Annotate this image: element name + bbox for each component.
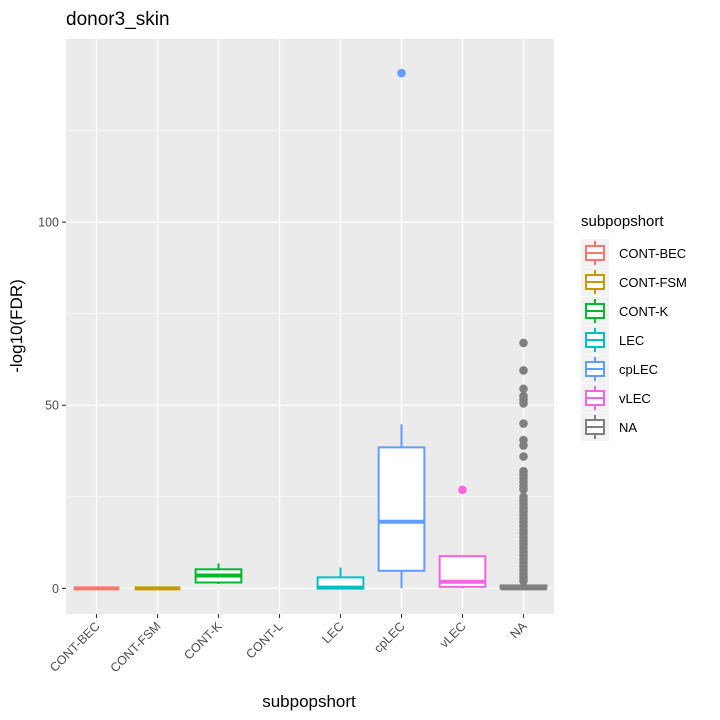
outlier-point bbox=[519, 492, 528, 502]
x-axis-title: subpopshort bbox=[262, 692, 356, 711]
x-tick-label: LEC bbox=[320, 619, 347, 646]
legend-title: subpopshort bbox=[581, 213, 664, 230]
x-axis: CONT-BEC CONT-FSM CONT-K CONT-L LEC cpLEC vLEC… bbox=[47, 614, 530, 675]
legend-item-na: NA bbox=[581, 413, 637, 441]
legend-label: NA bbox=[619, 420, 637, 435]
box-cont-k bbox=[194, 563, 243, 584]
outlier-point bbox=[519, 391, 528, 401]
legend-label: LEC bbox=[619, 333, 644, 348]
legend-label: CONT-K bbox=[619, 304, 668, 319]
outlier-point bbox=[519, 384, 528, 394]
y-tick-label: 50 bbox=[45, 399, 59, 413]
legend-item-cont-k: CONT-K bbox=[581, 297, 668, 325]
x-tick-label: cpLEC bbox=[371, 619, 407, 655]
x-tick-label: NA bbox=[507, 619, 530, 642]
minor-gridlines bbox=[66, 130, 554, 498]
x-tick-label: CONT-L bbox=[243, 619, 285, 661]
boxplots bbox=[73, 68, 548, 591]
x-tick-label: CONT-BEC bbox=[47, 619, 103, 675]
chart-title: donor3_skin bbox=[66, 9, 170, 30]
outlier-point bbox=[519, 452, 528, 461]
legend-item-lec: LEC bbox=[581, 326, 644, 354]
x-tick-label: CONT-FSM bbox=[108, 619, 164, 675]
y-tick-label: 0 bbox=[52, 582, 59, 596]
outlier-point bbox=[458, 485, 467, 495]
x-tick-label: vLEC bbox=[437, 619, 469, 651]
outlier-point bbox=[519, 366, 528, 375]
legend-label: cpLEC bbox=[619, 362, 658, 377]
legend: subpopshort CONT-BEC CONT-FSM CONT-K LEC cpL… bbox=[581, 213, 687, 441]
box-lec bbox=[316, 567, 365, 590]
legend-item-cplec: cpLEC bbox=[581, 355, 658, 383]
outlier-point bbox=[519, 419, 528, 428]
y-axis-title: -log10(FDR) bbox=[7, 279, 26, 373]
legend-item-vlec: vLEC bbox=[581, 384, 651, 412]
outlier-point bbox=[519, 338, 528, 348]
x-tick-label: CONT-K bbox=[181, 619, 225, 663]
outlier-point bbox=[519, 435, 528, 445]
box-vlec bbox=[438, 485, 487, 589]
box-na bbox=[499, 338, 548, 591]
box-cplec bbox=[377, 68, 426, 589]
legend-label: vLEC bbox=[619, 391, 651, 406]
y-tick-label: 100 bbox=[38, 216, 59, 230]
legend-label: CONT-BEC bbox=[619, 246, 686, 261]
legend-label: CONT-FSM bbox=[619, 275, 687, 290]
box-iqr bbox=[377, 446, 426, 572]
legend-items: CONT-BEC CONT-FSM CONT-K LEC cpLEC vLEC NA bbox=[581, 239, 687, 441]
outlier-point bbox=[519, 466, 528, 476]
y-axis: 0 50 100 bbox=[38, 216, 66, 596]
outlier-point bbox=[397, 68, 406, 78]
legend-item-cont-bec: CONT-BEC bbox=[581, 239, 686, 267]
plot-panel bbox=[66, 39, 554, 614]
legend-item-cont-fsm: CONT-FSM bbox=[581, 268, 687, 296]
